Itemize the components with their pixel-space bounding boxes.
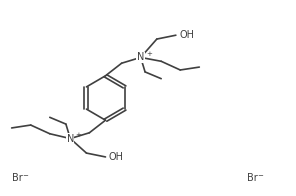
Text: +: + (146, 51, 152, 57)
Text: Br: Br (12, 173, 23, 183)
Text: N: N (67, 134, 74, 144)
Text: −: − (257, 173, 263, 179)
Text: −: − (22, 173, 28, 179)
Text: OH: OH (179, 30, 194, 40)
Text: +: + (75, 132, 81, 138)
Text: Br: Br (247, 173, 258, 183)
Text: N: N (137, 52, 144, 62)
Text: OH: OH (109, 152, 123, 162)
